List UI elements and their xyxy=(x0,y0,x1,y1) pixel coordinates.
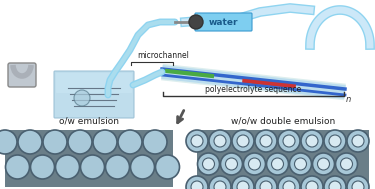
Circle shape xyxy=(347,176,369,189)
Circle shape xyxy=(318,158,330,170)
Circle shape xyxy=(329,181,341,189)
Circle shape xyxy=(312,153,334,175)
Circle shape xyxy=(329,135,341,147)
Circle shape xyxy=(278,130,300,152)
Circle shape xyxy=(81,155,105,179)
Circle shape xyxy=(68,130,92,154)
Circle shape xyxy=(290,153,312,175)
Text: o/w emulsion: o/w emulsion xyxy=(59,117,119,126)
FancyArrowPatch shape xyxy=(178,111,184,123)
Circle shape xyxy=(202,158,214,170)
Circle shape xyxy=(306,181,318,189)
Circle shape xyxy=(324,176,346,189)
Circle shape xyxy=(272,158,284,170)
Circle shape xyxy=(260,181,272,189)
Circle shape xyxy=(336,153,357,175)
Circle shape xyxy=(189,15,203,29)
Circle shape xyxy=(301,176,323,189)
Circle shape xyxy=(294,158,306,170)
Circle shape xyxy=(30,155,54,179)
Circle shape xyxy=(352,135,364,147)
Text: microchannel: microchannel xyxy=(137,51,189,60)
Circle shape xyxy=(43,130,67,154)
Text: polyelectrolyte sequence: polyelectrolyte sequence xyxy=(206,85,302,94)
Text: w/o/w double emulsion: w/o/w double emulsion xyxy=(231,117,335,126)
FancyBboxPatch shape xyxy=(54,71,134,118)
Circle shape xyxy=(191,135,203,147)
Bar xyxy=(197,130,369,187)
Circle shape xyxy=(209,176,231,189)
Circle shape xyxy=(56,155,80,179)
Circle shape xyxy=(278,176,300,189)
Circle shape xyxy=(237,135,249,147)
Circle shape xyxy=(243,153,266,175)
Circle shape xyxy=(18,130,42,154)
Circle shape xyxy=(214,181,226,189)
Circle shape xyxy=(186,176,208,189)
FancyBboxPatch shape xyxy=(195,13,252,31)
Circle shape xyxy=(143,130,167,154)
Circle shape xyxy=(267,153,288,175)
Circle shape xyxy=(198,153,219,175)
Circle shape xyxy=(105,155,129,179)
Circle shape xyxy=(232,130,254,152)
Circle shape xyxy=(283,181,295,189)
Circle shape xyxy=(324,130,346,152)
Circle shape xyxy=(352,181,364,189)
Circle shape xyxy=(186,130,208,152)
Circle shape xyxy=(283,135,295,147)
FancyBboxPatch shape xyxy=(56,73,132,93)
Circle shape xyxy=(214,135,226,147)
Circle shape xyxy=(130,155,154,179)
Circle shape xyxy=(255,176,277,189)
Circle shape xyxy=(220,153,243,175)
Circle shape xyxy=(347,130,369,152)
Bar xyxy=(5,130,173,187)
Circle shape xyxy=(249,158,261,170)
Circle shape xyxy=(156,155,180,179)
Circle shape xyxy=(0,130,17,154)
Circle shape xyxy=(6,155,30,179)
Circle shape xyxy=(191,181,203,189)
Text: water: water xyxy=(208,18,238,27)
Circle shape xyxy=(209,130,231,152)
Circle shape xyxy=(118,130,142,154)
Text: n: n xyxy=(346,94,351,104)
Circle shape xyxy=(340,158,352,170)
Circle shape xyxy=(93,130,117,154)
Circle shape xyxy=(225,158,237,170)
FancyBboxPatch shape xyxy=(8,63,36,87)
Circle shape xyxy=(260,135,272,147)
Circle shape xyxy=(74,90,90,106)
Circle shape xyxy=(255,130,277,152)
Circle shape xyxy=(237,181,249,189)
Circle shape xyxy=(301,130,323,152)
Circle shape xyxy=(232,176,254,189)
Circle shape xyxy=(306,135,318,147)
